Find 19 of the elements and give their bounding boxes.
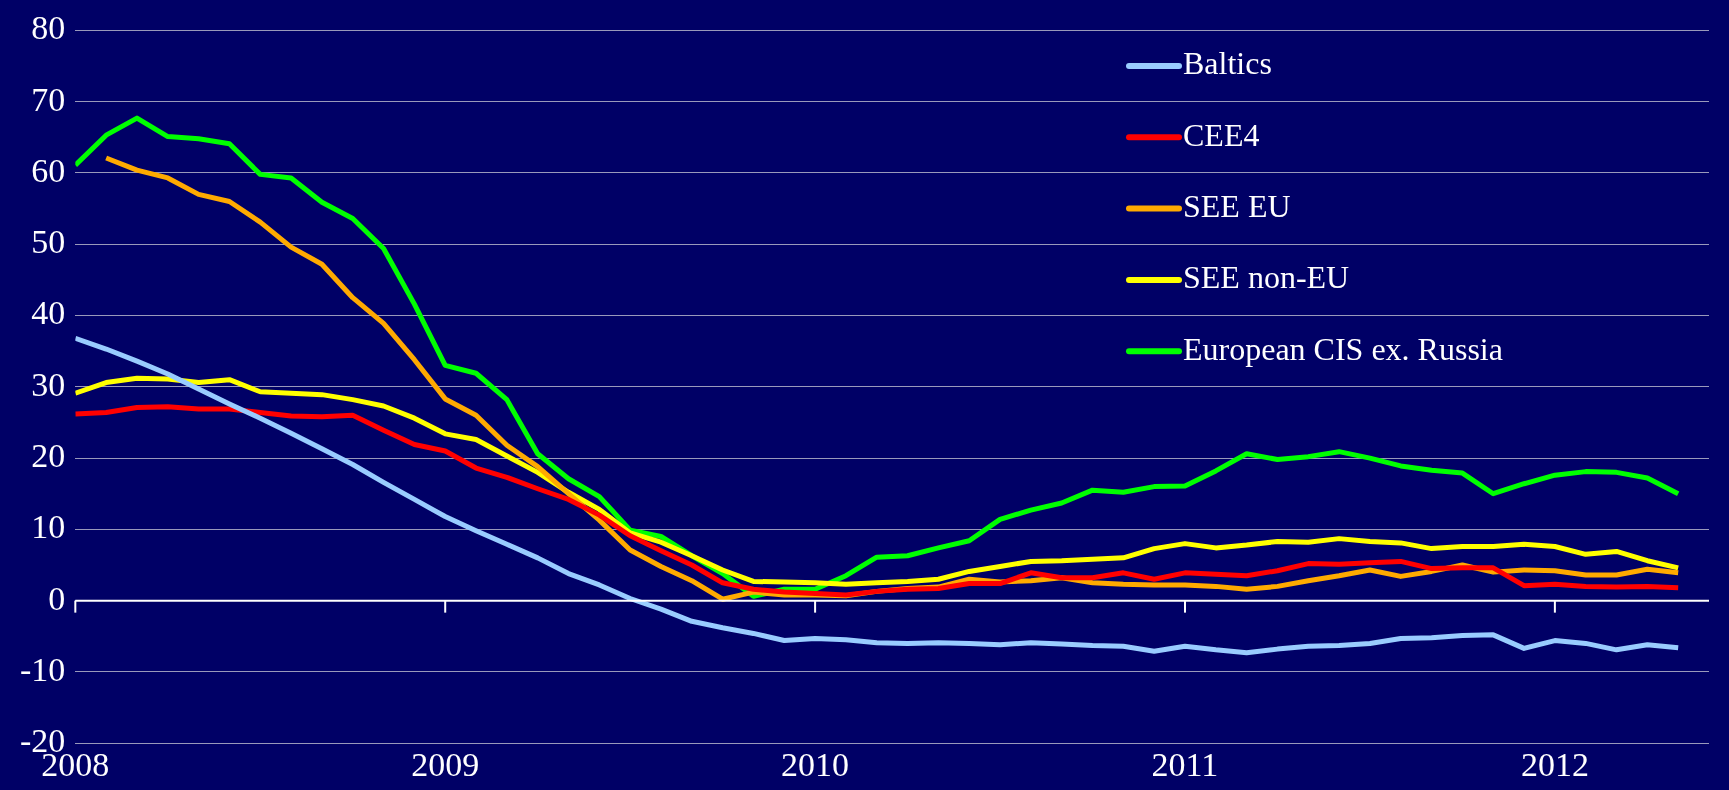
x-tick-label: 2010 (781, 745, 850, 783)
y-tick-label: 60 (31, 151, 66, 189)
y-tick-label: 10 (31, 508, 66, 546)
y-tick-label: 50 (31, 223, 66, 261)
legend-label: CEE4 (1183, 116, 1260, 153)
legend-label: European CIS ex. Russia (1183, 330, 1503, 367)
y-tick-label: 20 (31, 437, 66, 474)
y-tick-label: 0 (48, 579, 66, 617)
y-tick-label: 70 (31, 80, 66, 118)
y-tick-label: 40 (31, 294, 66, 332)
legend-label: SEE non-EU (1183, 259, 1350, 296)
legend-label: Baltics (1183, 45, 1272, 82)
x-tick-label: 2011 (1151, 745, 1219, 783)
x-tick-label: 2009 (411, 745, 480, 783)
y-tick-label: 30 (31, 365, 66, 403)
legend-label: SEE EU (1183, 188, 1291, 225)
y-tick-label: 80 (31, 9, 66, 47)
x-tick-label: 2012 (1520, 745, 1589, 783)
y-tick-label: -10 (19, 650, 66, 688)
